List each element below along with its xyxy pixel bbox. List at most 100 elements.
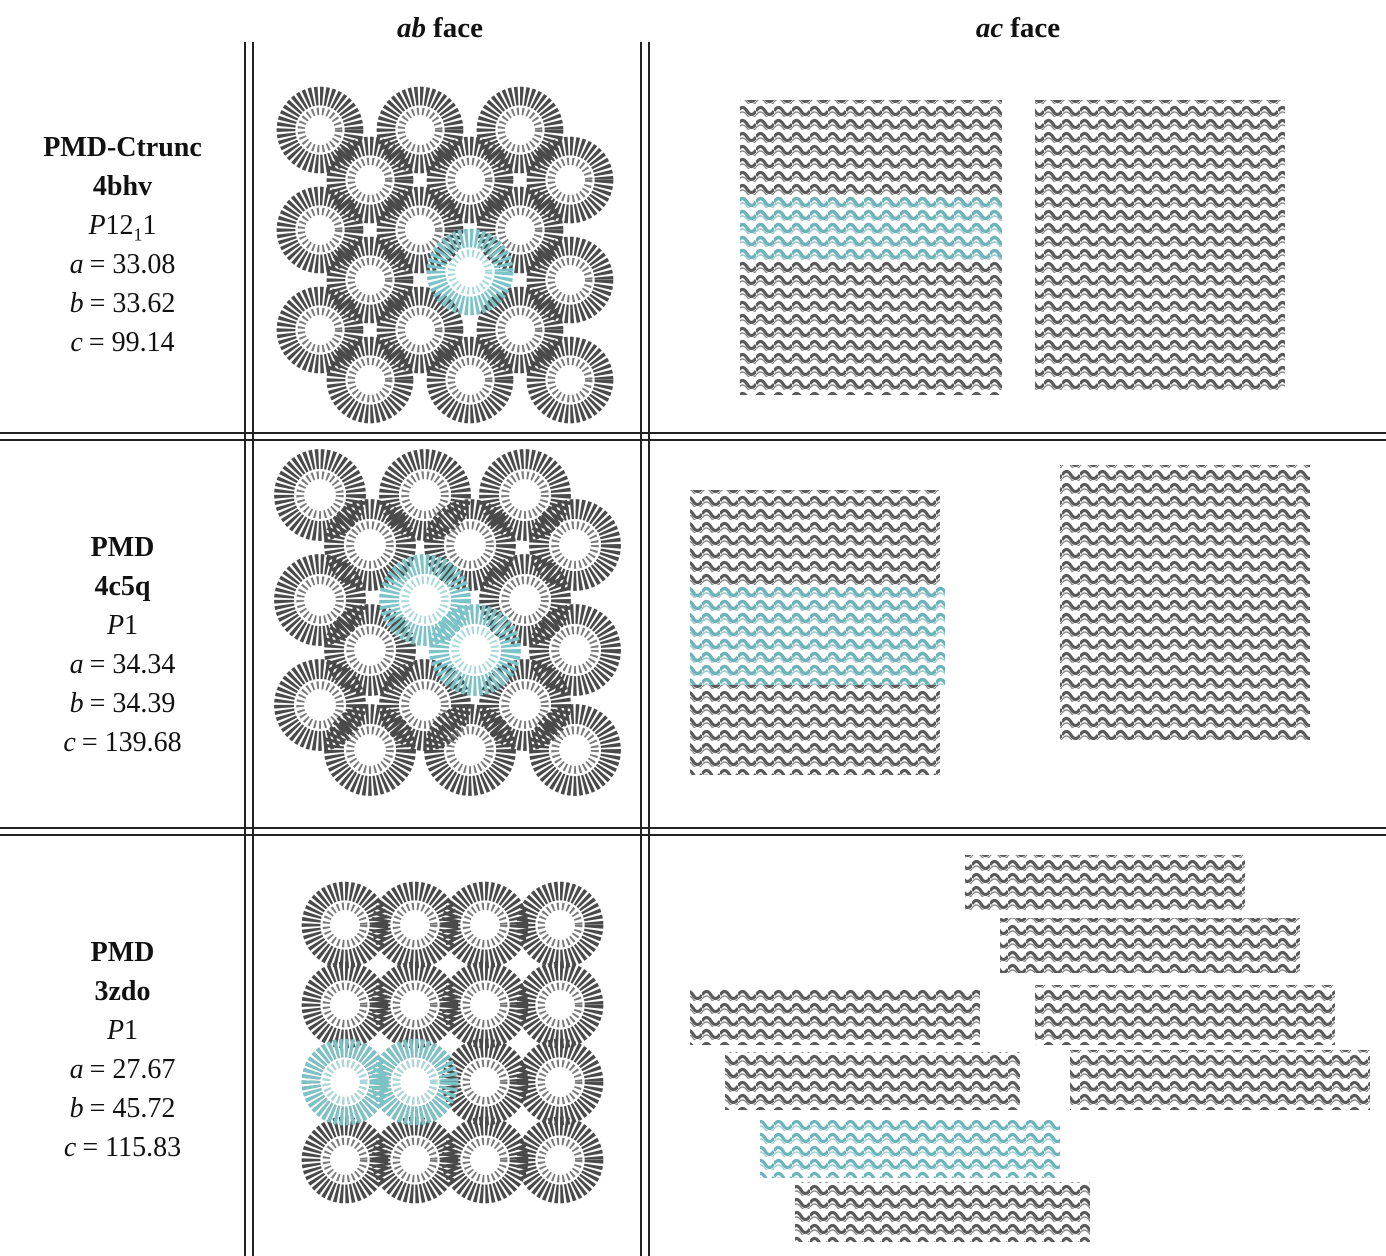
cell-axis: b [70,688,84,719]
helix-ring-inner [541,906,578,943]
cell-parameter: a= 33.08 [70,245,176,284]
space-group-symbol: P [88,210,105,241]
space-group-number: 1 [124,610,138,641]
helix-ring [539,714,611,786]
helix-ring-inner [450,730,490,770]
helix-ring-inner [350,730,390,770]
cell-value: = 34.34 [90,649,176,680]
helix-ring [439,614,511,686]
helix-bundle [1070,1050,1370,1110]
helix-ring [381,891,449,959]
helix-ring [286,196,354,264]
cell-value: = 45.72 [90,1093,176,1124]
helix-ring-inner [396,1063,433,1100]
helix-ring-inner [466,986,503,1023]
cell-parameter: c= 99.14 [70,323,174,362]
helix-ring-inner [301,211,338,248]
space-group: P1211 [88,206,156,245]
header-text: face [433,12,483,44]
cell-value: = 33.08 [90,249,176,280]
helix-ring [451,891,519,959]
helix-ring [539,614,611,686]
structure-name: PMD [91,933,155,972]
helix-ring-inner [455,630,495,670]
helix-ring-inner [396,906,433,943]
space-group-symbol: P [107,610,124,641]
cell-parameter: b= 45.72 [70,1089,176,1128]
space-group-subscript: 1 [134,225,143,245]
cell-axis: c [70,327,82,358]
helix-ring [311,1048,379,1116]
helix-ring-inner [466,906,503,943]
helix-ring [526,1048,594,1116]
helix-ring [381,971,449,1039]
cell-value: = 99.14 [89,327,175,358]
helix-ring-inner [401,311,438,348]
helix-ring [451,1048,519,1116]
helix-ring-inner [541,1141,578,1178]
cell-axis: b [70,288,84,319]
helix-ring [311,971,379,1039]
helix-ring-inner [301,311,338,348]
helix-ring [311,891,379,959]
helix-ring [381,1048,449,1116]
helix-bundle [1035,100,1285,390]
helix-ring-inner [405,475,445,515]
helix-ring-inner [555,525,595,565]
cell-value: = 34.39 [90,688,176,719]
cell-value: = 115.83 [82,1132,181,1163]
cell-parameter: b= 33.62 [70,284,176,323]
pdb-id: 4c5q [95,567,151,606]
helix-ring-inner [351,161,388,198]
helix-ring-inner [541,1063,578,1100]
helix-ring-inner [551,161,588,198]
helix-bundle [965,855,1245,910]
helix-bundle [690,585,945,685]
helix-ring-inner [351,261,388,298]
cell-axis: a [70,1054,84,1085]
helix-ring-inner [501,211,538,248]
helix-ring-inner [326,1063,363,1100]
header-text: face [1010,12,1060,44]
space-group: P1 [107,606,138,645]
helix-ring [526,1126,594,1194]
helix-ring [451,971,519,1039]
helix-ring-inner [451,161,488,198]
helix-ring-inner [401,211,438,248]
helix-ring [451,1126,519,1194]
space-group-suffix: 1 [143,210,157,241]
space-group: P1 [107,1011,138,1050]
structure-name: PMD-Ctrunc [43,128,202,167]
helix-ring-inner [326,906,363,943]
cell-parameter: b= 34.39 [70,684,176,723]
helix-ring-inner [505,475,545,515]
helix-ring-inner [505,580,545,620]
space-group-symbol: P [107,1015,124,1046]
cell-value: = 27.67 [90,1054,176,1085]
helix-ring [286,296,354,364]
helix-ring-inner [350,630,390,670]
space-group-number: 12 [106,210,134,241]
helix-ring [526,971,594,1039]
helix-bundle [795,1182,1090,1242]
helix-bundle [1060,465,1310,740]
cell-parameter: c= 115.83 [64,1128,181,1167]
helix-ring-inner [396,1141,433,1178]
helix-ring-inner [350,525,390,565]
header-italic: ab [397,12,426,44]
helix-ring-inner [466,1063,503,1100]
helix-ring-inner [401,111,438,148]
header-italic: ac [976,12,1003,44]
helix-bundle [690,990,980,1045]
figure-table: abface acface PMD-Ctrunc4bhvP1211a= 33.0… [0,0,1386,1256]
helix-bundle [1000,918,1300,973]
helix-bundle [740,195,1002,260]
cell-axis: a [70,249,84,280]
cell-axis: c [63,727,75,758]
helix-ring [286,96,354,164]
space-group-number: 1 [124,1015,138,1046]
helix-ring-inner [501,111,538,148]
helix-ring-inner [300,685,340,725]
